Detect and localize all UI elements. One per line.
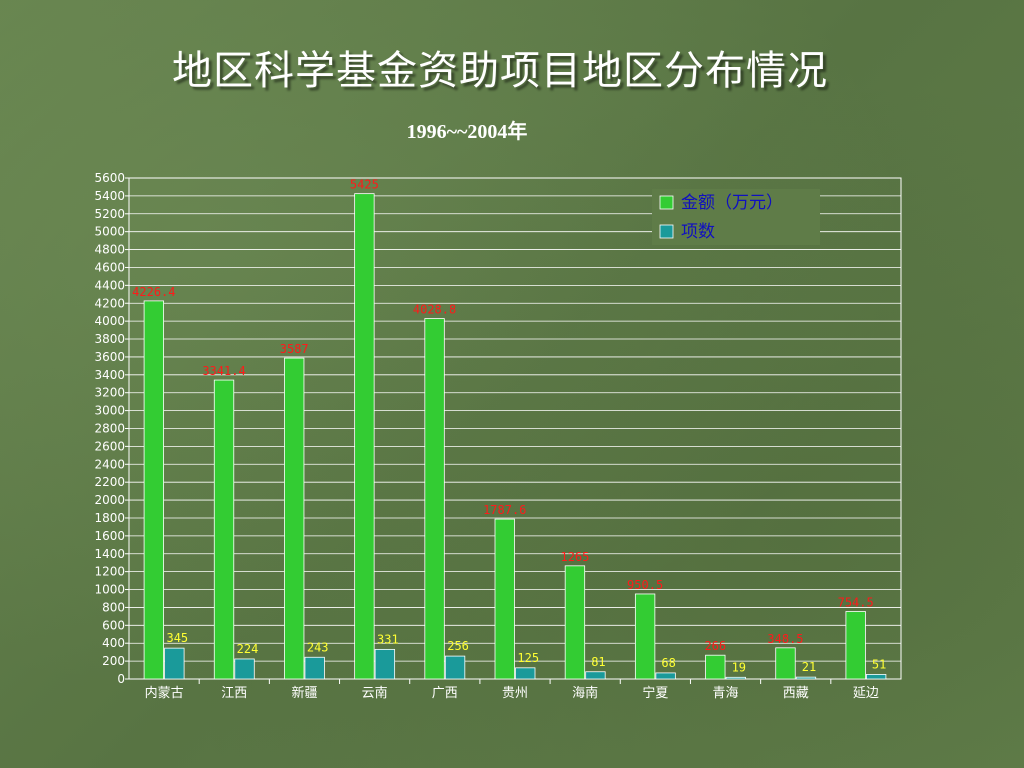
- bar-amount: [213, 379, 235, 680]
- y-tick-label: 800: [102, 600, 125, 614]
- bar-count: [374, 648, 396, 680]
- bar-amount: [705, 654, 726, 680]
- data-label-amount: 4028.8: [413, 303, 456, 317]
- y-tick-label: 3200: [94, 386, 125, 400]
- y-tick-label: 400: [102, 636, 125, 650]
- y-tick-label: 3600: [94, 350, 125, 364]
- y-tick-label: 1800: [94, 511, 125, 525]
- bar-count: [164, 647, 185, 680]
- data-label-amount: 3587: [280, 342, 309, 356]
- data-label-count: 51: [872, 657, 886, 671]
- data-label-amount: 3341.4: [202, 364, 245, 378]
- legend: 金额（万元） 项数: [652, 189, 820, 245]
- bar-amount: [845, 611, 866, 680]
- slide-title: 地区科学基金资助项目地区分布情况: [172, 48, 828, 94]
- y-tick-label: 2000: [94, 493, 125, 507]
- bar-count: [444, 655, 466, 680]
- y-tick-label: 2200: [94, 475, 125, 489]
- x-category-label: 贵州: [502, 686, 528, 701]
- y-tick-label: 5000: [94, 225, 125, 239]
- data-label-count: 256: [447, 639, 469, 653]
- x-category-label: 海南: [572, 685, 598, 701]
- x-category-label: 广西: [432, 686, 458, 701]
- data-label-count: 68: [661, 656, 675, 670]
- bar-amount: [284, 357, 305, 680]
- x-category-label: 宁夏: [642, 685, 668, 701]
- data-label-count: 81: [591, 655, 605, 669]
- bar-count: [866, 674, 887, 680]
- x-category-label: 青海: [713, 686, 739, 701]
- data-label-amount: 266: [704, 639, 726, 653]
- y-tick-label: 5400: [94, 189, 125, 203]
- y-tick-label: 5600: [94, 171, 125, 185]
- y-tick-label: 4800: [94, 243, 125, 257]
- data-labels: 4226.4 345 3341.4 224 3587 243 5425 331 4028.8 25…: [132, 178, 886, 675]
- bar-amount: [354, 193, 375, 680]
- y-tick-label: 3000: [94, 404, 125, 418]
- bar-count: [515, 667, 536, 680]
- data-label-count: 21: [802, 660, 816, 674]
- data-label-amount: 348.5: [767, 632, 803, 646]
- y-tick-label: 200: [102, 654, 125, 668]
- legend-swatch-amount: [659, 195, 674, 210]
- bar-amount: [143, 300, 164, 680]
- slide-subtitle: 1996~~2004年: [406, 121, 528, 143]
- data-label-count: 125: [517, 651, 539, 665]
- data-label-count: 345: [166, 631, 188, 645]
- y-tick-label: 4400: [94, 278, 125, 292]
- y-tick-label: 600: [102, 618, 125, 632]
- legend-swatch-count: [659, 224, 674, 239]
- legend-box: [652, 189, 820, 245]
- x-category-label: 内蒙古: [145, 685, 184, 701]
- bar-amount: [634, 593, 656, 680]
- y-tick-label: 3400: [94, 368, 125, 382]
- bar-amount: [494, 518, 515, 680]
- data-label-count: 331: [377, 632, 399, 646]
- y-tick-label: 0: [117, 672, 125, 686]
- bar-count: [725, 676, 746, 680]
- data-label-count: 224: [237, 642, 259, 656]
- legend-label-count: 项数: [681, 222, 715, 242]
- data-label-amount: 950.5: [627, 578, 663, 592]
- x-category-label: 延边: [853, 686, 879, 701]
- y-tick-label: 2600: [94, 439, 125, 453]
- x-category-label: 江西: [221, 686, 247, 701]
- y-tick-label: 3800: [94, 332, 125, 346]
- data-label-amount: 4226.4: [132, 285, 175, 299]
- bars: [143, 193, 887, 680]
- bar-count: [655, 672, 676, 680]
- bar-count: [585, 671, 606, 680]
- x-category-label: 新疆: [291, 685, 317, 701]
- data-label-amount: 754.5: [838, 595, 874, 609]
- y-axis: 0 200 400 600 800 1000 1200 1400 1600 1800 2000 220…: [94, 171, 129, 686]
- bar-amount: [564, 565, 586, 680]
- data-label-amount: 1787.6: [483, 503, 526, 517]
- y-tick-label: 4600: [94, 260, 125, 274]
- x-axis: 内蒙古 江西 新疆 云南 广西 贵州 海南 宁夏 青海 西藏 延边: [145, 679, 879, 701]
- x-category-label: 西藏: [783, 686, 809, 701]
- bar-count: [304, 656, 325, 680]
- data-label-amount: 1265: [560, 550, 589, 564]
- bar-amount: [424, 318, 445, 680]
- data-label-count: 243: [307, 640, 329, 654]
- bar-count: [795, 676, 817, 680]
- y-tick-label: 1600: [94, 529, 125, 543]
- y-tick-label: 4000: [94, 314, 125, 328]
- y-tick-label: 1400: [94, 547, 125, 561]
- y-tick-label: 1200: [94, 565, 125, 579]
- y-tick-label: 2800: [94, 422, 125, 436]
- data-label-amount: 5425: [350, 178, 379, 192]
- y-tick-label: 1000: [94, 583, 125, 597]
- x-category-label: 云南: [362, 685, 388, 701]
- bar-amount: [775, 647, 796, 680]
- data-label-count: 19: [732, 660, 746, 674]
- bar-count: [234, 658, 255, 680]
- y-tick-label: 4200: [94, 296, 125, 310]
- y-tick-label: 5200: [94, 207, 125, 221]
- legend-label-amount: 金额（万元）: [681, 193, 783, 213]
- gridlines: [129, 195, 901, 662]
- y-tick-label: 2400: [94, 457, 125, 471]
